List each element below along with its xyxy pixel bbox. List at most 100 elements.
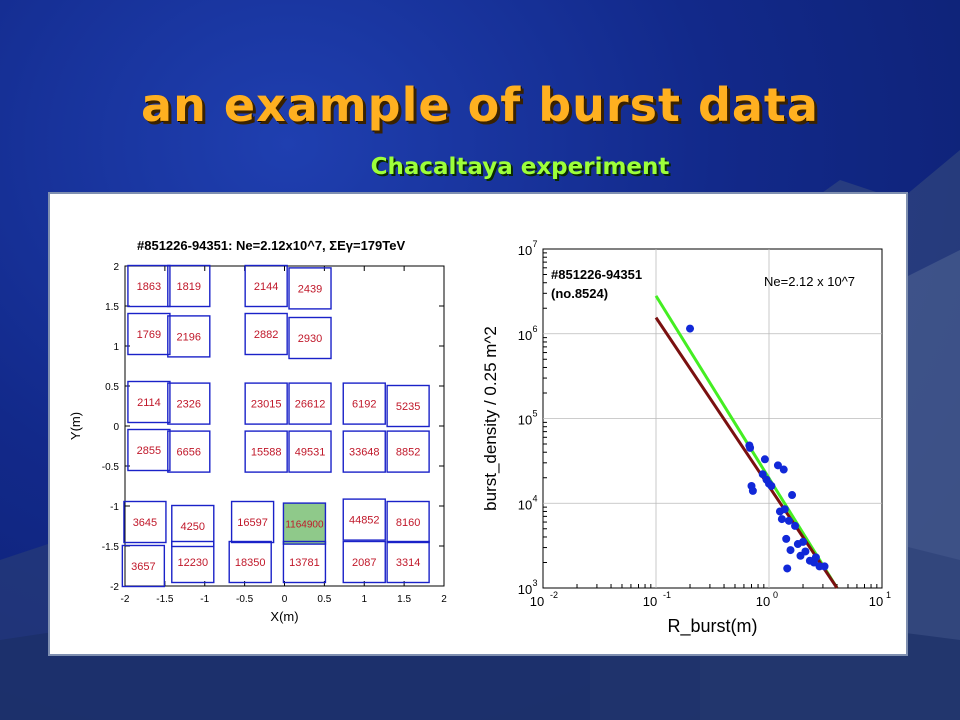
x-tick-label: -1.5 (156, 594, 174, 605)
detector-cell (127, 380, 171, 424)
ne-annotation: Ne=2.12 x 10^7 (764, 274, 855, 289)
cell-value: 13781 (289, 557, 320, 569)
x-tick-label: 10 (530, 594, 544, 609)
detector-cell (171, 540, 215, 584)
y-tick-label: -2 (110, 582, 119, 593)
detector-cell (386, 540, 430, 584)
detector-cell (288, 430, 332, 473)
detector-cell (282, 502, 327, 545)
y-tick-exponent: 6 (532, 324, 537, 334)
detector-cell (288, 316, 332, 360)
slide-subtitle: Chacaltaya experiment (370, 154, 670, 180)
data-point (801, 547, 810, 556)
data-point (767, 481, 776, 490)
cell-value: 6656 (177, 447, 201, 459)
data-point (820, 562, 829, 571)
detector-cell (342, 430, 386, 473)
x-axis-label: R_burst(m) (667, 616, 757, 637)
x-tick-label: 1 (361, 594, 367, 605)
cell-value: 26612 (295, 399, 326, 411)
data-point (779, 465, 788, 474)
x-tick-label: -0.5 (236, 594, 254, 605)
y-tick-label: -0.5 (102, 462, 120, 473)
y-tick-exponent: 3 (532, 578, 537, 588)
detector-cell (167, 315, 211, 358)
cell-value: 5235 (396, 401, 420, 413)
y-tick-label: 10 (518, 497, 532, 512)
cell-value: 2882 (254, 329, 278, 341)
cell-value: 6192 (352, 399, 376, 411)
cell-value: 44852 (349, 515, 380, 527)
detector-cell (228, 540, 272, 584)
cell-value: 49531 (295, 447, 326, 459)
detector-cell (282, 540, 327, 584)
y-tick-label: 10 (518, 243, 532, 258)
y-axis-label: burst_density / 0.25 m^2 (481, 326, 500, 511)
detector-cell (244, 382, 288, 425)
detector-cell (230, 500, 275, 544)
data-point (780, 505, 789, 514)
y-tick-label: 0 (113, 422, 119, 433)
cell-value: 3645 (133, 517, 157, 529)
data-point (746, 443, 755, 452)
cell-value: 2930 (298, 333, 322, 345)
x-tick-label: 10 (869, 594, 883, 609)
cell-value: 3657 (131, 561, 155, 573)
detector-cell (123, 500, 167, 544)
x-tick-label: -2 (121, 594, 130, 605)
data-point (777, 515, 786, 524)
cell-value: 2144 (254, 281, 278, 293)
detector-cell (171, 504, 215, 548)
data-point (791, 521, 800, 530)
y-tick-label: 0.5 (105, 382, 119, 393)
cell-value: 12230 (177, 557, 208, 569)
detector-cell (167, 382, 211, 425)
x-tick-label: 1.5 (397, 594, 411, 605)
cell-value: 18350 (235, 557, 266, 569)
y-tick-exponent: 4 (532, 493, 537, 503)
cell-value: 8160 (396, 517, 420, 529)
detector-cell (127, 264, 171, 308)
cell-value: 23015 (251, 399, 282, 411)
lateral-distribution-chart: 10 -2 10 -1 10 0 10 110 310 410 510 610 7#851226-943… (481, 239, 891, 637)
x-tick-label: 10 (756, 594, 770, 609)
cell-value: 1164900 (285, 520, 324, 531)
y-axis-label: Y(m) (68, 412, 83, 440)
x-tick-exponent: -1 (663, 590, 671, 600)
data-point (811, 553, 820, 562)
cell-value: 2114 (137, 397, 161, 409)
y-tick-exponent: 5 (532, 409, 537, 419)
fit-line-1 (654, 295, 839, 589)
x-tick-label: -1 (200, 594, 209, 605)
detector-cell (244, 312, 288, 356)
cell-value: 15588 (251, 447, 282, 459)
y-tick-label: -1.5 (102, 542, 120, 553)
cell-value: 3314 (396, 557, 420, 569)
cell-value: 1769 (137, 329, 161, 341)
grid-chart-title: #851226-94351: Ne=2.12x10^7, ΣEγ=179TeV (137, 238, 405, 253)
data-point (784, 516, 793, 525)
y-tick-label: 10 (518, 413, 532, 428)
detector-cell (342, 498, 386, 541)
detector-grid-chart: #851226-94351: Ne=2.12x10^7, ΣEγ=179TeV -… (68, 238, 447, 624)
detector-cell (167, 430, 211, 473)
slide-title: an example of burst data (141, 78, 819, 132)
cell-value: 1819 (177, 281, 201, 293)
detector-cell (244, 264, 288, 308)
cell-value: 4250 (181, 521, 205, 533)
y-tick-label: 10 (518, 582, 532, 597)
x-tick-label: 0.5 (317, 594, 331, 605)
y-tick-label: 2 (113, 262, 119, 273)
detector-cell (121, 544, 166, 588)
data-point (786, 546, 795, 555)
detector-cell (127, 428, 171, 472)
data-point (799, 537, 808, 546)
detector-cell (167, 264, 211, 308)
cell-value: 8852 (396, 447, 420, 459)
scatter-chart-title: #851226-94351 (551, 267, 642, 282)
detector-cell (244, 430, 288, 473)
detector-cell (386, 500, 430, 544)
cell-value: 2196 (177, 331, 201, 343)
cell-value: 16597 (237, 517, 268, 529)
y-tick-label: -1 (110, 502, 119, 513)
